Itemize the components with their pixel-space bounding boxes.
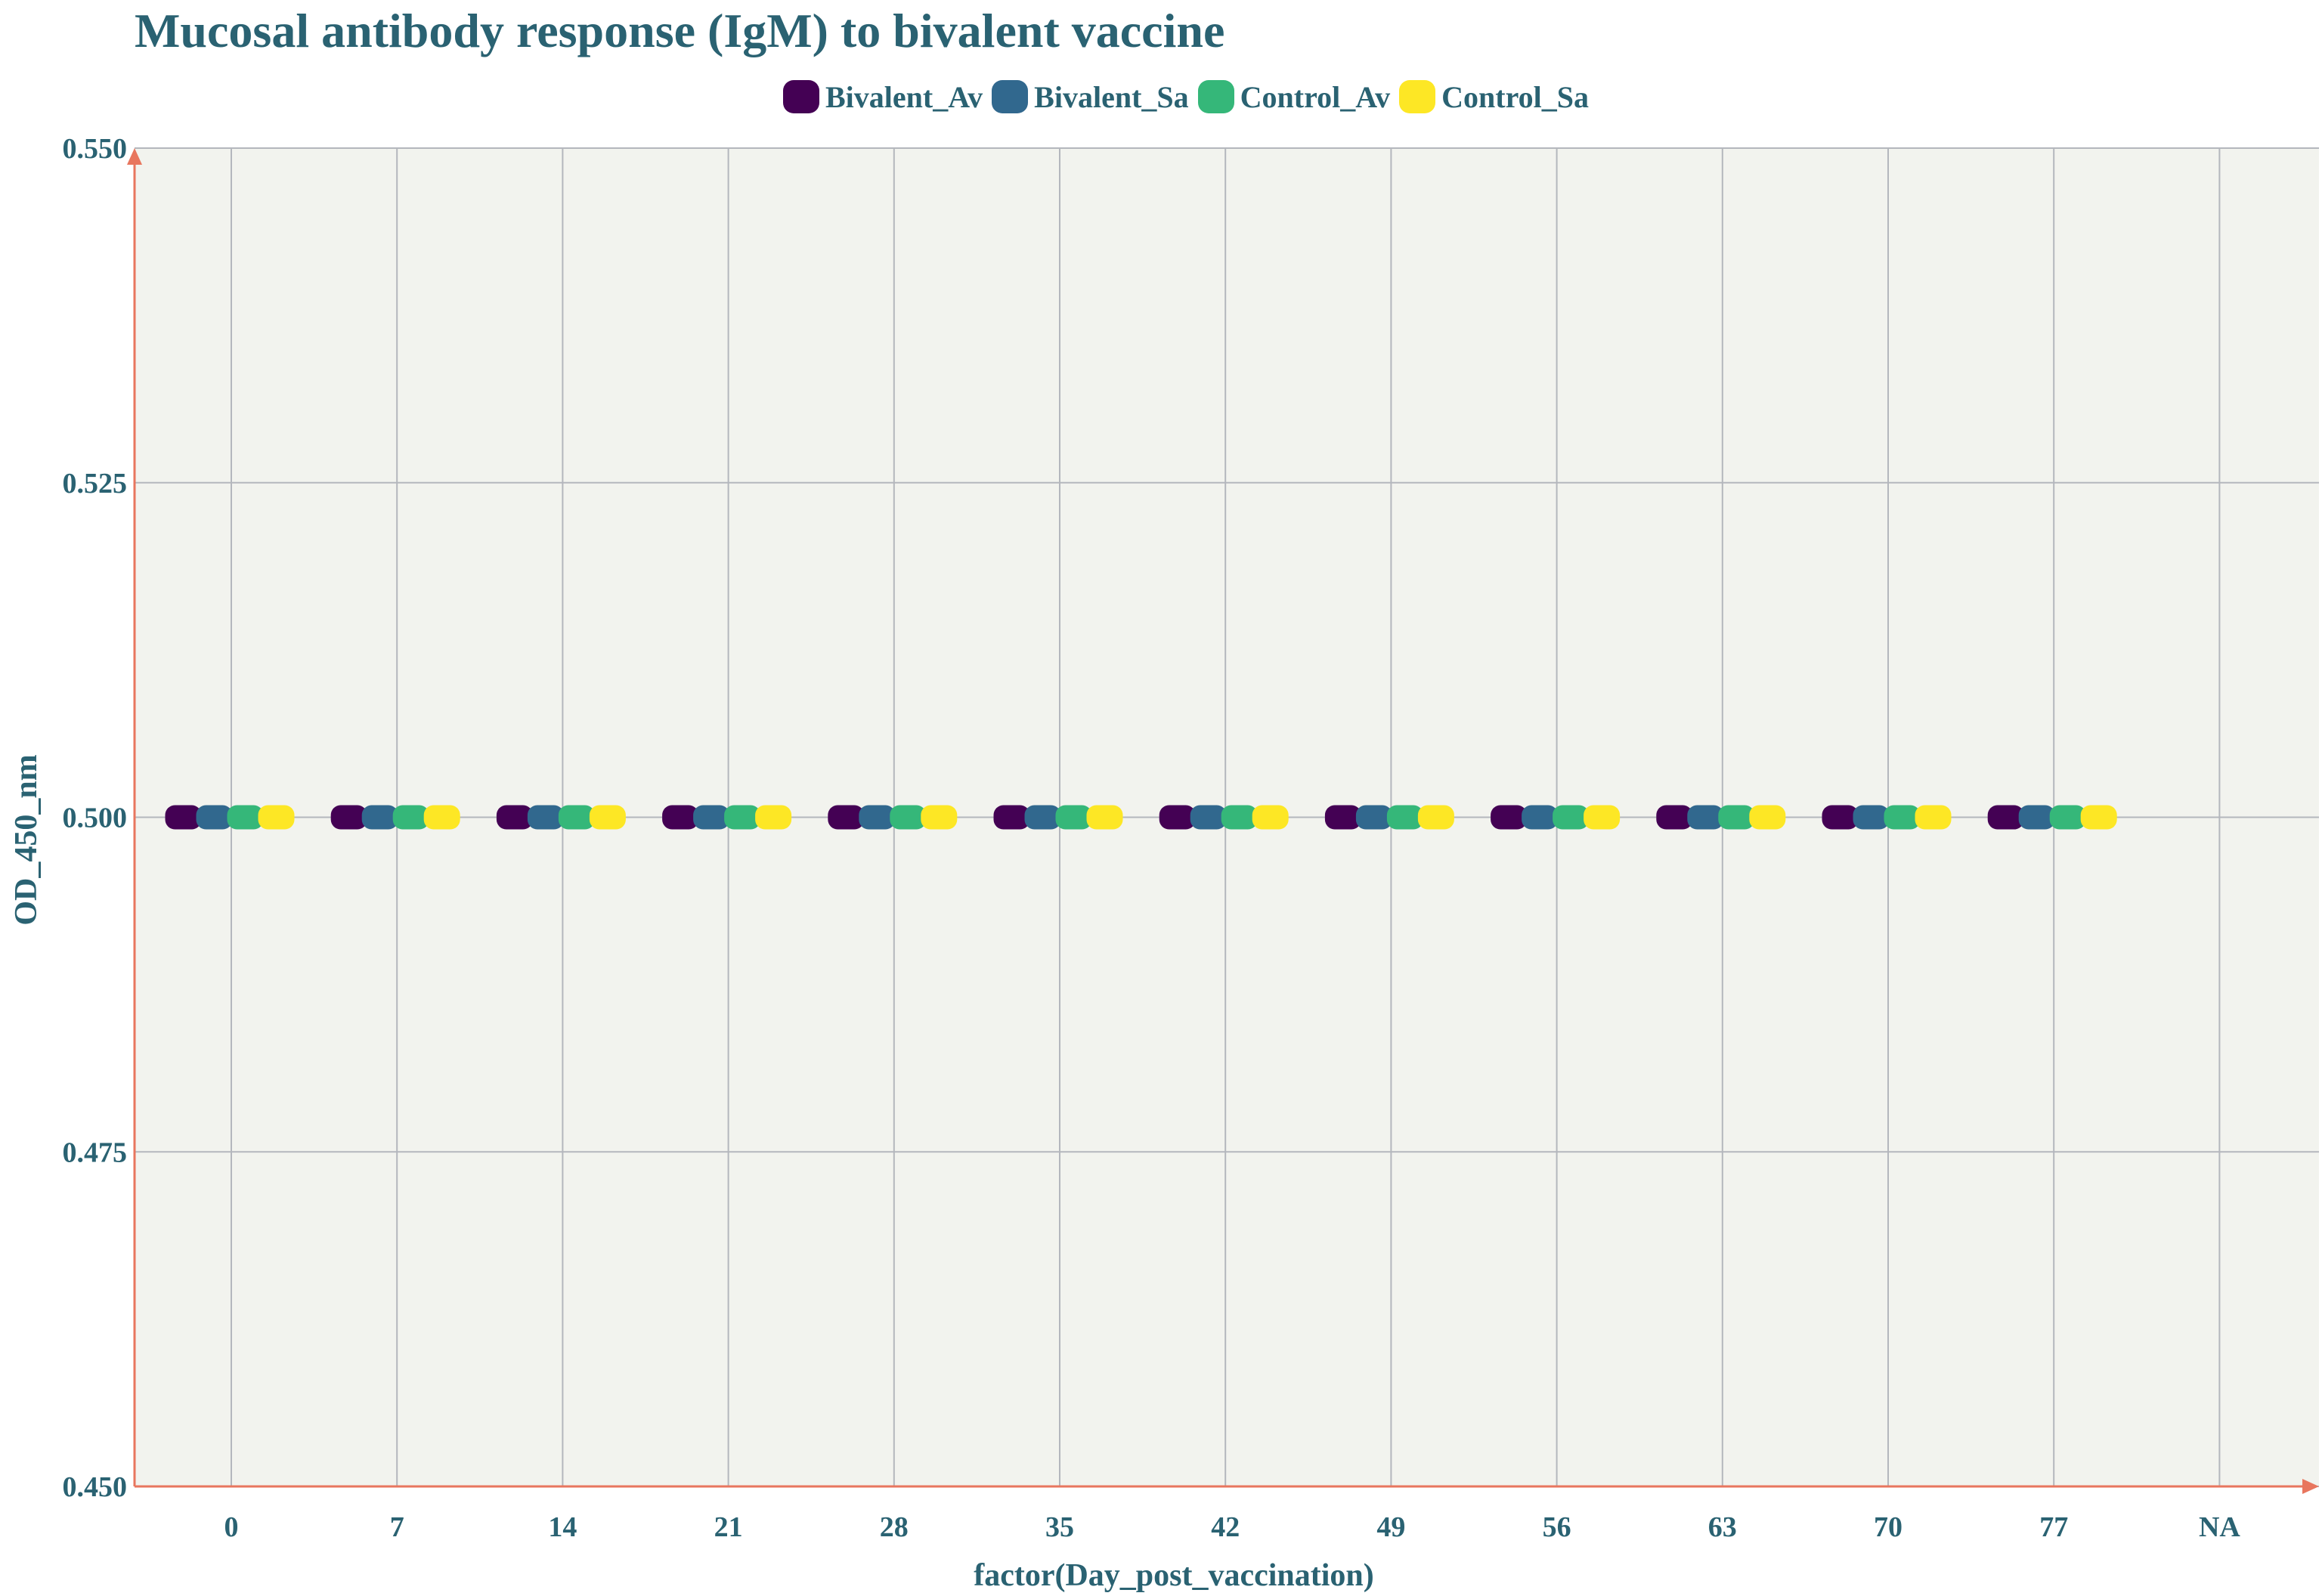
y-tick-label: 0.525 [63, 468, 128, 500]
x-tick-label: 0 [224, 1511, 239, 1543]
data-point [1024, 805, 1061, 830]
data-point [755, 805, 792, 830]
data-point [1159, 805, 1196, 830]
data-point [1386, 805, 1423, 830]
data-point [1355, 805, 1392, 830]
data-point [1822, 805, 1859, 830]
x-tick-label: 77 [2039, 1511, 2068, 1543]
data-point [361, 805, 398, 830]
data-point [828, 805, 865, 830]
y-tick-label: 0.475 [63, 1137, 128, 1168]
data-point [330, 805, 367, 830]
chart-title: Mucosal antibody response (IgM) to bival… [135, 4, 1225, 57]
x-axis-title: factor(Day_post_vaccination) [974, 1558, 1374, 1593]
legend-key-bivalent-sa [992, 80, 1029, 113]
x-tick-label: 7 [390, 1511, 404, 1543]
legend-label-control-av: Control_Av [1240, 79, 1391, 114]
data-point [589, 805, 626, 830]
y-tick-label: 0.450 [63, 1471, 128, 1503]
data-point [993, 805, 1030, 830]
legend-item-bivalent-sa[interactable]: Bivalent_Sa [992, 79, 1189, 115]
data-point [1656, 805, 1693, 830]
data-point [1324, 805, 1361, 830]
data-point [1190, 805, 1227, 830]
data-point [890, 805, 927, 830]
data-point [1749, 805, 1786, 830]
data-point [1915, 805, 1952, 830]
data-point [558, 805, 595, 830]
data-point [921, 805, 958, 830]
data-point [1884, 805, 1921, 830]
x-tick-label: 56 [1543, 1511, 1571, 1543]
data-point [258, 805, 295, 830]
data-point [693, 805, 730, 830]
data-point [1055, 805, 1092, 830]
data-points [165, 805, 2117, 830]
legend-key-control-av [1197, 80, 1234, 113]
data-point [859, 805, 896, 830]
data-point [1221, 805, 1258, 830]
x-tick-label: 14 [548, 1511, 577, 1543]
data-point [662, 805, 699, 830]
data-point [2080, 805, 2117, 830]
data-point [527, 805, 564, 830]
data-point [1987, 805, 2024, 830]
y-tick-label: 0.500 [63, 803, 128, 834]
data-point [1584, 805, 1621, 830]
data-point [1522, 805, 1559, 830]
data-point [1718, 805, 1755, 830]
data-point [423, 805, 460, 830]
x-tick-label: 49 [1376, 1511, 1405, 1543]
tick-labels: 0.450 0.475 0.500 0.525 0.550 0 7 14 21 28 35 42 49 5… [63, 133, 2241, 1543]
x-tick-label: 28 [880, 1511, 909, 1543]
data-point [2018, 805, 2055, 830]
data-point [1417, 805, 1454, 830]
legend-item-bivalent-av[interactable]: Bivalent_Av [783, 79, 983, 115]
y-axis-arrow [127, 148, 142, 165]
data-point [392, 805, 429, 830]
x-tick-label: 42 [1211, 1511, 1240, 1543]
data-point [1853, 805, 1890, 830]
legend-item-control-av[interactable]: Control_Av [1197, 79, 1391, 115]
data-point [2049, 805, 2086, 830]
data-point [1687, 805, 1724, 830]
data-point [724, 805, 761, 830]
legend-key-bivalent-av [783, 80, 819, 113]
y-axis-title: OD_450_nm [9, 754, 44, 925]
x-axis-arrow [2302, 1479, 2319, 1494]
legend-label-bivalent-av: Bivalent_Av [825, 79, 983, 114]
data-point [1491, 805, 1528, 830]
data-point [196, 805, 233, 830]
data-point [227, 805, 264, 830]
legend: Bivalent_Av Bivalent_Sa Control_Av Contr… [783, 73, 1598, 121]
data-point [165, 805, 202, 830]
data-point [1086, 805, 1123, 830]
data-point [1252, 805, 1289, 830]
x-tick-label: 70 [1874, 1511, 1902, 1543]
legend-label-control-sa: Control_Sa [1441, 79, 1589, 114]
y-tick-label: 0.550 [63, 133, 128, 165]
legend-item-control-sa[interactable]: Control_Sa [1399, 79, 1589, 115]
data-point [1553, 805, 1590, 830]
x-tick-label: 63 [1708, 1511, 1737, 1543]
x-tick-label: 21 [714, 1511, 743, 1543]
legend-label-bivalent-sa: Bivalent_Sa [1034, 79, 1189, 114]
legend-key-control-sa [1399, 80, 1436, 113]
data-point [496, 805, 533, 830]
x-tick-label: 35 [1045, 1511, 1074, 1543]
x-tick-label: NA [2199, 1511, 2240, 1543]
axes [127, 148, 2319, 1494]
